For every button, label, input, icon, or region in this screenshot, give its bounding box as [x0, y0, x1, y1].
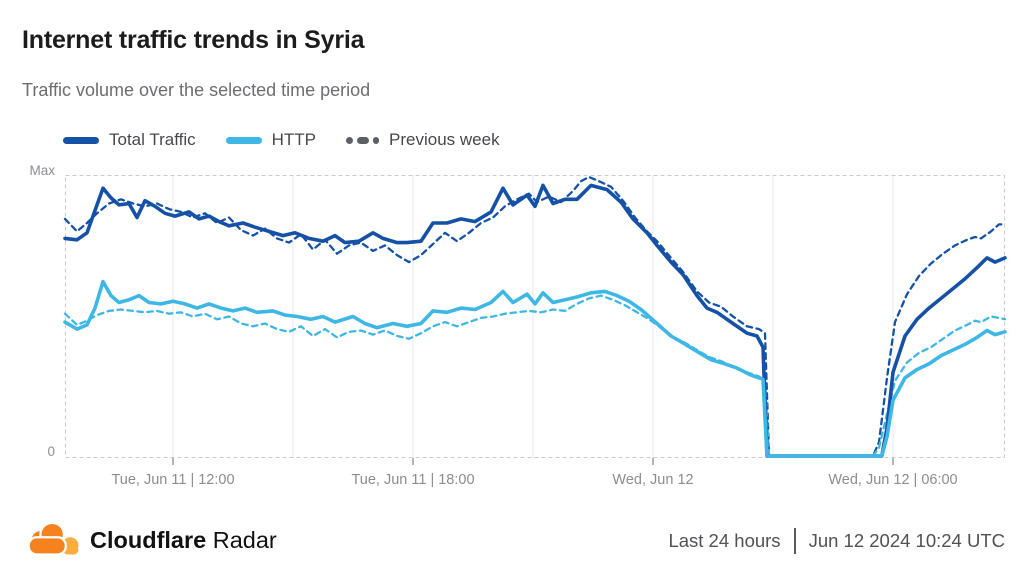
legend-label-http: HTTP: [271, 130, 317, 149]
legend-item-previous-week[interactable]: Previous week: [346, 130, 500, 150]
timestamp-label: Jun 12 2024 10:24 UTC: [808, 530, 1005, 551]
series-line-total-traffic-previous-week[interactable]: [63, 175, 1007, 458]
plot-border: [65, 175, 1005, 458]
cloud-base: [34, 544, 61, 553]
chart-legend: Total Traffic HTTP Previous week: [63, 130, 500, 150]
total-traffic-line-swatch: [63, 136, 99, 144]
x-axis-tick-label: Tue, Jun 11 | 12:00: [111, 472, 235, 488]
series-line-http[interactable]: [63, 279, 1007, 458]
x-axis-tick-label: Wed, Jun 12 | 06:00: [828, 472, 958, 488]
brand-cloudflare: Cloudflare: [90, 527, 207, 553]
chart-plot-area[interactable]: [63, 175, 1007, 467]
legend-label-total-traffic: Total Traffic: [109, 130, 196, 149]
y-axis-max-label: Max: [29, 163, 55, 178]
brand-radar: Radar: [212, 527, 277, 553]
y-axis-zero-label: 0: [47, 444, 55, 459]
footer-meta: Last 24 hours Jun 12 2024 10:24 UTC: [668, 528, 1005, 554]
footer-divider: [793, 528, 796, 554]
brand-text: Cloudflare Radar: [90, 527, 277, 554]
page-title: Internet traffic trends in Syria: [22, 26, 365, 54]
series-line-http-previous-week[interactable]: [63, 294, 1007, 458]
x-axis-tick-label: Tue, Jun 11 | 18:00: [351, 472, 475, 488]
cloudflare-logo-icon[interactable]: [25, 521, 83, 559]
http-line-swatch: [225, 136, 262, 144]
legend-item-http[interactable]: HTTP: [225, 130, 317, 150]
previous-week-dashed-swatch: [346, 136, 380, 144]
page-subtitle: Traffic volume over the selected time pe…: [22, 80, 371, 100]
x-axis-tick-label: Wed, Jun 12: [612, 472, 694, 488]
time-range-label: Last 24 hours: [668, 530, 781, 551]
legend-label-previous-week: Previous week: [389, 130, 500, 149]
legend-item-total-traffic[interactable]: Total Traffic: [63, 130, 196, 150]
series-line-total-traffic[interactable]: [63, 183, 1007, 458]
